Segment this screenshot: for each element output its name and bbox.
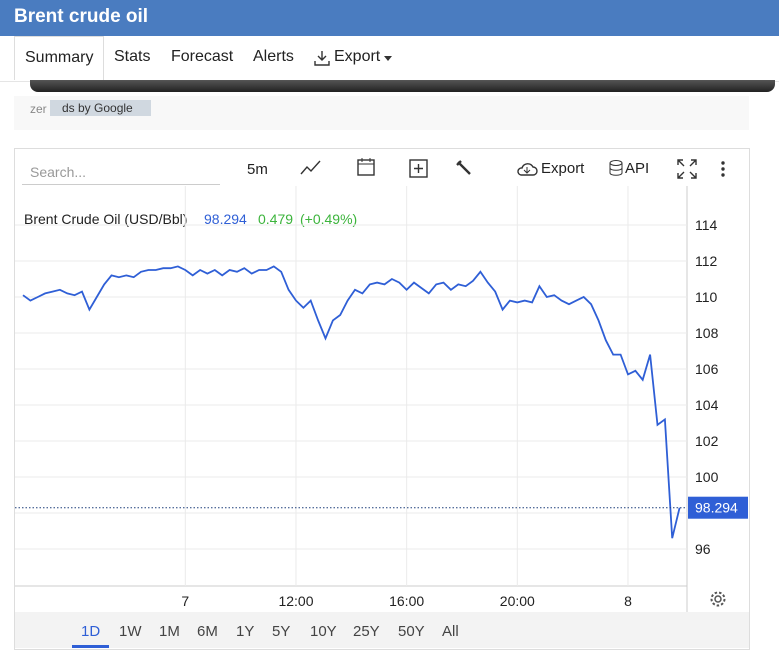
range-button[interactable]: 1D xyxy=(81,623,101,640)
change-percent: (+0.49%) xyxy=(300,211,357,227)
y-tick-label: 114 xyxy=(695,217,718,233)
tab[interactable]: Summary xyxy=(14,36,105,80)
last-price-box xyxy=(688,496,748,519)
range-button[interactable]: 50Y xyxy=(398,623,425,640)
x-tick-label: 16:00 xyxy=(389,593,424,609)
range-button[interactable]: 5Y xyxy=(272,623,291,640)
tab[interactable]: Forecast xyxy=(171,48,234,65)
price-line xyxy=(22,265,681,539)
y-tick-label: 106 xyxy=(695,361,719,377)
y-tick-label: 102 xyxy=(695,433,719,449)
menu-icon[interactable] xyxy=(720,160,726,178)
x-tick-label: 8 xyxy=(624,593,632,609)
range-button[interactable]: 1W xyxy=(119,623,142,640)
ad-banner xyxy=(30,80,775,92)
range-button[interactable]: 1M xyxy=(159,623,180,640)
y-tick-label: 96 xyxy=(695,541,711,557)
chart-type-icon[interactable] xyxy=(300,160,322,176)
page-title: Brent crude oil xyxy=(14,6,149,27)
api-button[interactable]: API xyxy=(625,160,650,177)
header: Brent crude oil xyxy=(0,0,779,36)
tab[interactable]: Alerts xyxy=(253,48,294,65)
download-icon xyxy=(314,51,330,66)
range-button[interactable]: 10Y xyxy=(310,623,337,640)
range-button[interactable]: 1Y xyxy=(236,623,255,640)
cloud-icon[interactable] xyxy=(516,161,538,177)
x-tick-label: 12:00 xyxy=(278,593,313,609)
x-tick-label: 20:00 xyxy=(500,593,535,609)
chart-container xyxy=(14,148,750,650)
last-price-label: 98.294 xyxy=(695,500,738,516)
calendar-icon[interactable] xyxy=(356,157,376,177)
y-tick-label: 110 xyxy=(695,289,718,305)
ad-row: zer ds by Google xyxy=(14,96,749,130)
tab[interactable]: Export xyxy=(334,48,381,65)
search-box[interactable]: Search... xyxy=(22,154,220,185)
x-tick-label: 7 xyxy=(181,593,189,609)
change: 0.479 xyxy=(258,211,293,227)
y-tick-label: 100 xyxy=(695,469,719,485)
y-tick-label: 112 xyxy=(695,253,718,269)
y-tick-label: 108 xyxy=(695,325,719,341)
interval[interactable]: 5m xyxy=(247,161,268,178)
range-button[interactable]: All xyxy=(442,623,459,640)
caret xyxy=(384,56,392,61)
db-icon[interactable] xyxy=(608,159,624,177)
range-bar xyxy=(15,612,749,648)
range-underline xyxy=(72,645,109,648)
series-title: Brent Crude Oil (USD/Bbl) xyxy=(24,211,187,227)
export-button[interactable]: Export xyxy=(541,160,585,177)
add-icon[interactable] xyxy=(409,159,429,179)
search-placeholder: Search... xyxy=(30,164,87,180)
ad-label[interactable]: ds by Google xyxy=(50,100,151,116)
range-button[interactable]: 6M xyxy=(197,623,218,640)
tab[interactable]: Stats xyxy=(114,48,151,65)
range-button[interactable]: 25Y xyxy=(353,623,380,640)
tab-bar: Summary Stats Forecast Alerts Export xyxy=(0,36,779,82)
ad-prefix: zer xyxy=(30,102,47,116)
settings-icon[interactable] xyxy=(709,590,727,608)
y-tick-label: 104 xyxy=(695,397,719,413)
fullscreen-icon[interactable] xyxy=(677,159,697,179)
tools-icon[interactable] xyxy=(455,159,475,179)
last-price: 98.294 xyxy=(204,211,247,227)
